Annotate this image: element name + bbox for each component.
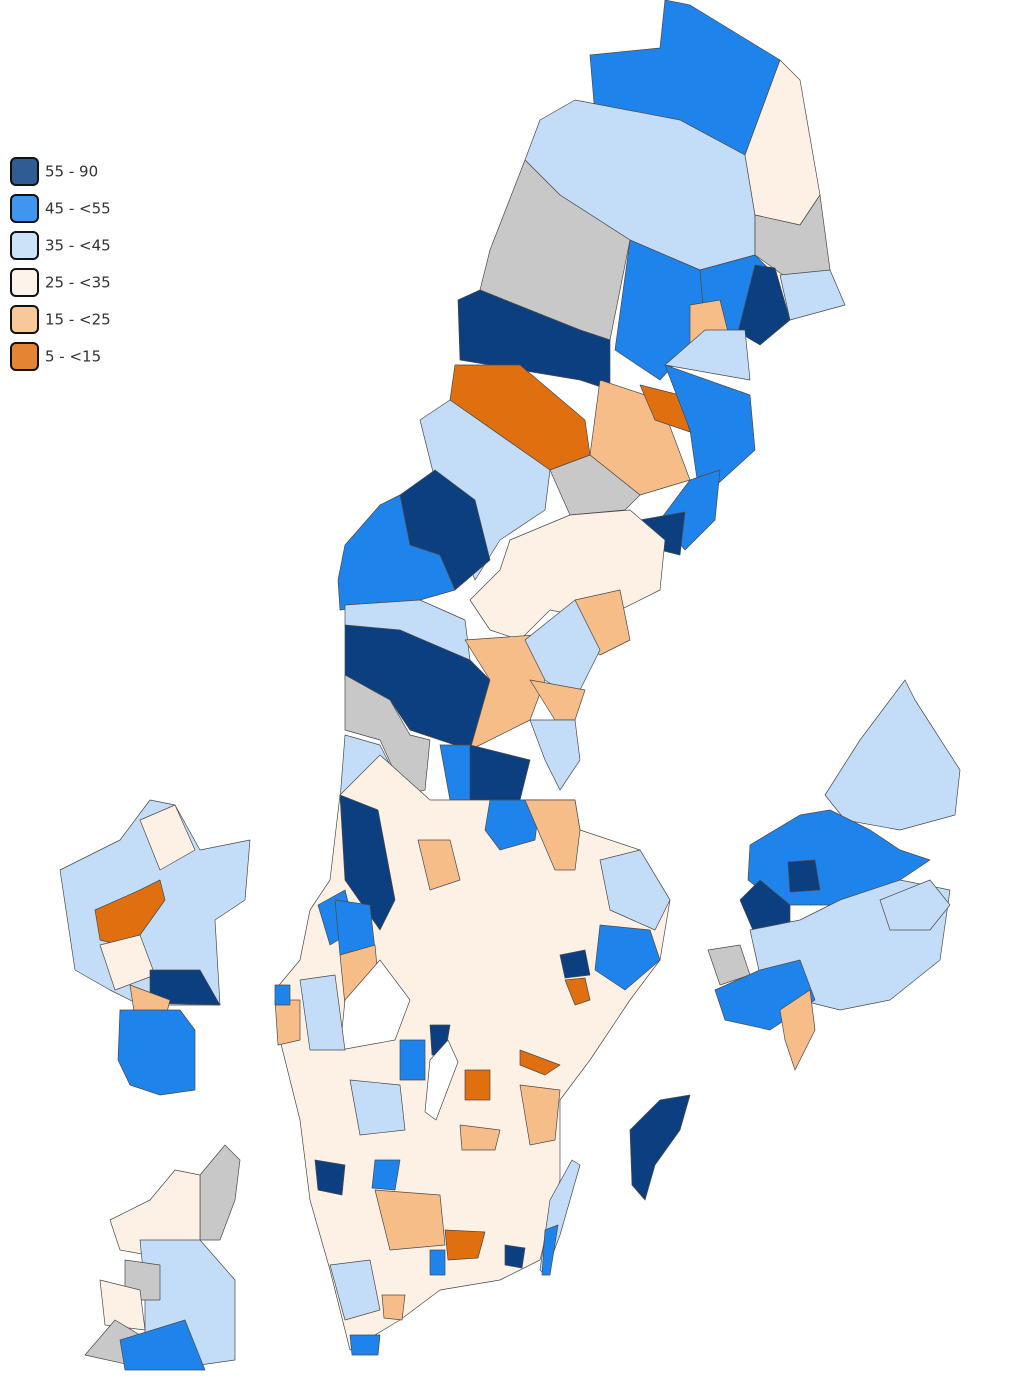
region xyxy=(429,1249,446,1276)
region xyxy=(779,989,816,1071)
region xyxy=(149,969,221,1006)
legend: 55 - 90 45 - <55 35 - <45 25 - <35 15 - <25 5… xyxy=(10,157,111,371)
region xyxy=(599,849,671,931)
region xyxy=(349,1079,406,1136)
region xyxy=(274,999,301,1046)
legend-label: 55 - 90 xyxy=(45,163,98,181)
region xyxy=(664,364,756,501)
legend-label: 15 - <25 xyxy=(45,311,111,329)
region xyxy=(444,1229,486,1261)
region xyxy=(329,1259,381,1321)
region xyxy=(524,599,601,701)
region xyxy=(199,1144,241,1241)
region xyxy=(787,859,821,893)
region xyxy=(541,1224,559,1276)
legend-swatch xyxy=(10,157,39,186)
region xyxy=(417,839,461,891)
region xyxy=(519,1049,561,1076)
region xyxy=(99,1279,146,1331)
region xyxy=(374,1189,446,1251)
region xyxy=(399,1039,426,1081)
region xyxy=(504,1244,526,1269)
region xyxy=(424,1039,459,1121)
region xyxy=(519,1084,561,1146)
region xyxy=(524,799,581,871)
legend-label: 35 - <45 xyxy=(45,237,111,255)
legend-label: 25 - <35 xyxy=(45,274,111,292)
legend-swatch xyxy=(10,342,39,371)
regions xyxy=(59,0,961,1371)
region xyxy=(274,754,671,1351)
legend-label: 5 - <15 xyxy=(45,348,101,366)
legend-swatch xyxy=(10,231,39,260)
region xyxy=(779,269,846,321)
region xyxy=(737,264,791,346)
legend-label: 45 - <55 xyxy=(45,200,111,218)
region xyxy=(439,744,471,806)
region xyxy=(94,879,166,946)
region xyxy=(559,949,591,979)
region xyxy=(139,804,196,871)
region xyxy=(339,794,396,931)
region xyxy=(344,674,431,796)
region xyxy=(664,329,751,381)
region xyxy=(564,977,591,1006)
region xyxy=(119,1319,206,1371)
region xyxy=(117,1009,196,1096)
region xyxy=(464,1069,491,1101)
legend-swatch xyxy=(10,194,39,223)
region xyxy=(549,454,641,516)
region xyxy=(594,924,661,991)
legend-swatch xyxy=(10,268,39,297)
region xyxy=(381,1294,406,1321)
region xyxy=(274,984,291,1006)
region xyxy=(879,879,951,931)
region xyxy=(824,679,961,831)
region xyxy=(529,719,581,791)
region xyxy=(299,974,346,1051)
region xyxy=(337,494,456,611)
region xyxy=(109,1169,201,1261)
region xyxy=(349,1334,381,1356)
region xyxy=(314,1159,346,1196)
region xyxy=(459,1124,501,1151)
region xyxy=(629,1094,691,1201)
legend-swatch xyxy=(10,305,39,334)
region xyxy=(371,1159,401,1191)
